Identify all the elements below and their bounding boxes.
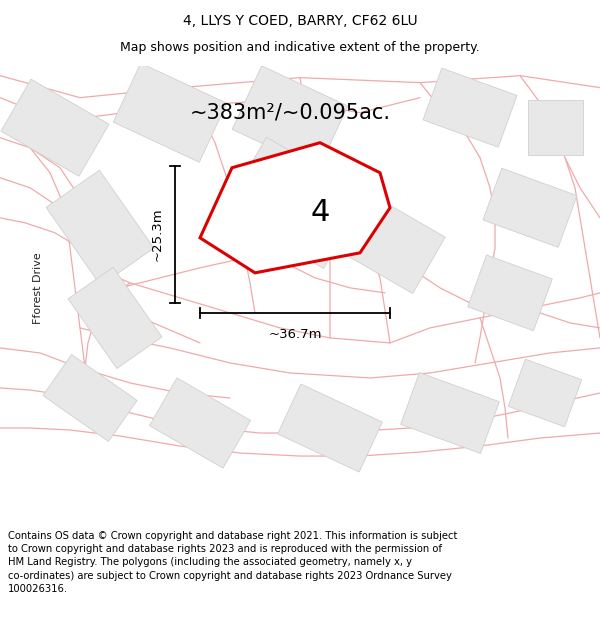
Polygon shape — [68, 268, 162, 369]
Polygon shape — [483, 168, 577, 248]
Text: Fforest Drive: Fforest Drive — [33, 252, 43, 324]
Polygon shape — [527, 100, 583, 155]
Text: 4: 4 — [311, 198, 330, 228]
Polygon shape — [508, 359, 582, 427]
Text: 4, LLYS Y COED, BARRY, CF62 6LU: 4, LLYS Y COED, BARRY, CF62 6LU — [182, 14, 418, 28]
Text: ~36.7m: ~36.7m — [268, 328, 322, 341]
Polygon shape — [335, 192, 445, 294]
Polygon shape — [224, 137, 366, 268]
Text: Contains OS data © Crown copyright and database right 2021. This information is : Contains OS data © Crown copyright and d… — [8, 531, 457, 594]
Polygon shape — [232, 66, 348, 169]
Polygon shape — [200, 142, 390, 273]
Text: ~25.3m: ~25.3m — [151, 208, 163, 261]
Polygon shape — [278, 384, 382, 472]
Polygon shape — [468, 255, 552, 331]
Polygon shape — [401, 372, 499, 453]
Text: Map shows position and indicative extent of the property.: Map shows position and indicative extent… — [120, 41, 480, 54]
Polygon shape — [43, 354, 137, 441]
Polygon shape — [1, 79, 109, 176]
Polygon shape — [113, 63, 227, 162]
Polygon shape — [423, 68, 517, 148]
Polygon shape — [149, 378, 251, 468]
Text: ~383m²/~0.095ac.: ~383m²/~0.095ac. — [190, 102, 391, 122]
Polygon shape — [46, 170, 154, 286]
